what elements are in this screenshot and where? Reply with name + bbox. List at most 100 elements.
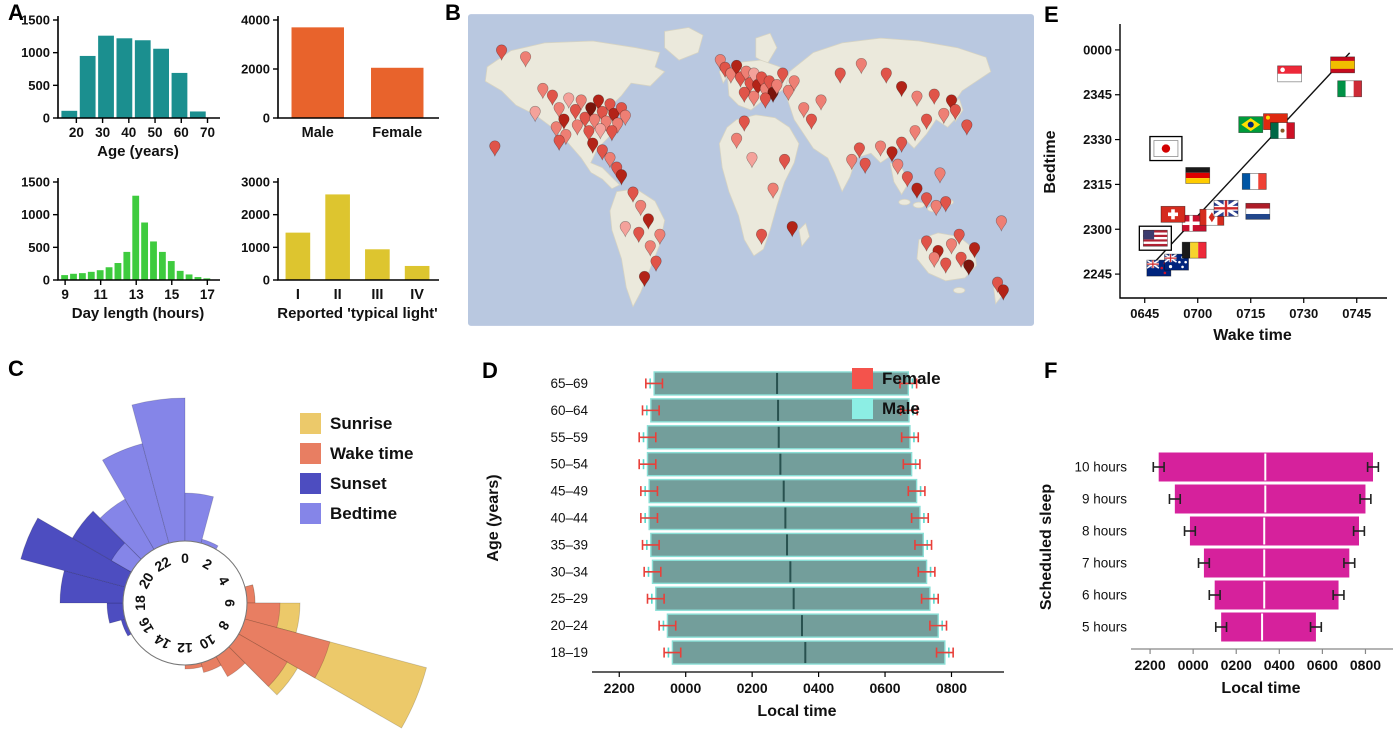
tick-label: 2330 [1083,132,1112,147]
bar [365,249,390,280]
map-island [953,287,966,294]
location-pin [583,125,595,142]
bar [141,222,149,280]
flag-part [1160,266,1164,270]
flag-point-be [1181,241,1207,259]
tick-label: 16 [135,615,157,637]
tick-label: 65–69 [550,376,588,391]
female-swatch [852,368,873,389]
flag-part [1143,239,1168,242]
tick-label: 0600 [869,680,900,696]
flag-part [1143,234,1168,238]
bar [98,35,114,118]
sleep-bar [671,640,946,665]
bar [171,72,188,118]
tick-label: 1000 [21,207,50,222]
flag-point-fr [1241,173,1267,190]
flag-border [1238,116,1264,133]
panel-label-e: E [1044,2,1059,27]
panel-label-c: C [8,356,24,381]
legend-item-waketime: Wake time [300,443,413,464]
panel-label-b: B [445,0,461,25]
tick-label: 30 [95,125,110,140]
bar [114,263,122,280]
location-pin [805,113,818,131]
tick-label: 35–39 [550,537,588,552]
bar [153,48,169,118]
tick-label: 7 hours [1082,556,1127,571]
flag-border [1270,122,1295,139]
location-pin [911,90,923,108]
flag-border [1185,167,1211,184]
bar [150,241,157,280]
flag-part [1286,122,1295,139]
location-pin [633,226,645,244]
flag-part [1185,167,1210,173]
tick-label: 0645 [1130,306,1159,321]
tick-label: 50–54 [550,457,588,472]
location-pin [928,251,940,269]
location-pin [529,105,541,123]
tick-label: 4000 [241,13,270,28]
flag-part [1146,260,1159,269]
location-pin [961,119,973,136]
flag-part [1265,115,1270,120]
location-pin [731,132,743,150]
tick-label: 22 [152,553,174,575]
tick-label: Male [302,125,334,141]
map-island [912,201,926,209]
location-pin [928,88,940,106]
flag-part [1178,260,1181,264]
legend-item-bedtime: Bedtime [300,503,413,524]
flag-border [1181,241,1207,259]
flag-point-jp [1153,140,1179,157]
tick-label: 11 [94,287,109,302]
location-pin [738,115,750,133]
tick-label: 3000 [241,175,270,190]
tick-label: 5 hours [1082,620,1127,635]
sleep-bar [1221,612,1316,642]
legend-item-sunrise: Sunrise [300,413,413,434]
location-pin [911,182,923,200]
location-pin [627,186,639,203]
tick-label: IV [410,287,424,303]
tick-label: 0700 [1183,306,1212,321]
tick-label: 0600 [1307,657,1338,673]
location-pin [550,121,562,138]
map-landmass [664,27,704,61]
location-pin [788,75,800,92]
tick-label: 60 [174,125,189,140]
flag-point-mx [1270,122,1295,139]
location-pin [909,125,921,142]
tick-label: 17 [200,287,215,302]
flag-part [1143,230,1155,240]
location-pin [650,255,662,273]
tick-label: 2315 [1083,177,1112,192]
tick-label: Bedtime [1042,130,1059,193]
location-pin [886,146,898,163]
bar [285,232,311,280]
flag-part [1242,173,1251,190]
flag-point-ch [1160,205,1186,223]
location-pin [995,215,1007,232]
tick-label: 0 [181,550,189,566]
location-pin [579,111,591,129]
tick-label: 0 [263,273,270,288]
legend-item-sunset: Sunset [300,473,413,494]
bar [132,195,140,280]
flag-part [1163,271,1167,275]
flag-point-br [1238,116,1264,133]
sunset-swatch [300,473,321,494]
tick-label: 0 [43,273,50,288]
bar [185,274,193,280]
bar [78,273,86,280]
location-pin [489,140,501,157]
tick-label: Age (years) [97,143,179,160]
tick-label: Local time [1221,680,1300,697]
location-pin [615,169,628,186]
flag-point-de [1185,167,1211,184]
tick-label: 50 [148,125,163,140]
flag-part [1182,242,1191,259]
location-pin [940,196,952,213]
tick-label: 12 [177,640,193,656]
